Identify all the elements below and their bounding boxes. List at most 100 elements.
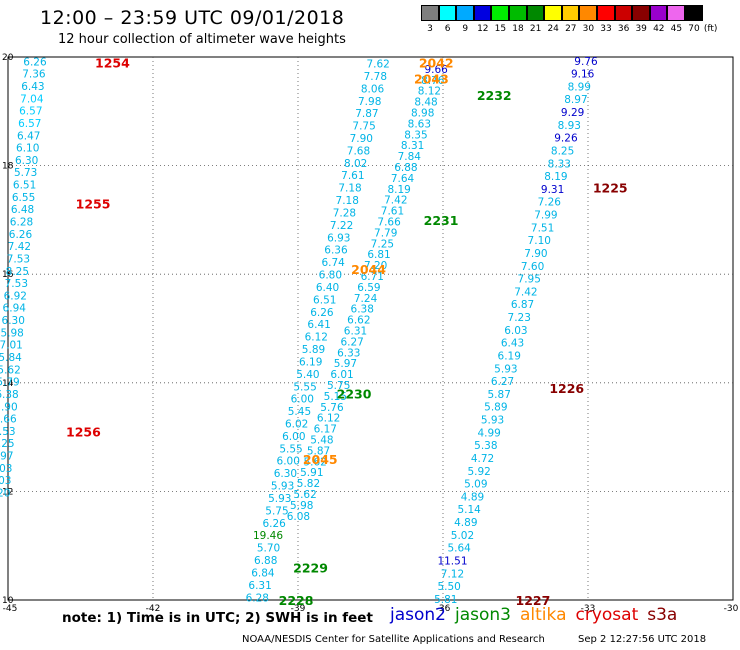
wave-height-value: 7.25 — [371, 238, 394, 250]
wave-height-value: 4.99 — [477, 427, 500, 439]
pass-label: 2229 — [293, 560, 328, 575]
wave-height-value: 5.14 — [457, 504, 481, 516]
wave-height-value: 6.71 — [361, 271, 384, 283]
wave-height-value: 5.90 — [0, 401, 18, 413]
wave-height-value: 8.19 — [544, 171, 567, 183]
wave-height-value: 6.26 — [23, 56, 47, 68]
lat-tick-label: 16 — [2, 270, 14, 280]
wave-height-value: 7.60 — [521, 261, 544, 273]
wave-height-value: 7.42 — [8, 241, 31, 253]
legend-label: 12 — [477, 24, 489, 34]
wave-height-value: 5.03 — [0, 475, 11, 487]
wave-height-value: 6.12 — [305, 332, 328, 344]
wave-height-value: 7.61 — [341, 170, 364, 182]
legend-label: 33 — [600, 24, 612, 34]
wave-height-value: 5.48 — [310, 435, 333, 447]
legend-label: 3 — [427, 24, 433, 34]
wave-height-value: 5.64 — [447, 543, 471, 555]
wave-height-value: 5.87 — [488, 389, 511, 401]
legend-swatch — [667, 5, 685, 21]
wave-height-value: 7.36 — [22, 69, 46, 81]
legend-swatch — [579, 5, 597, 21]
credit-line: NOAA/NESDIS Center for Satellite Applica… — [242, 634, 545, 645]
wave-height-value: 6.33 — [337, 347, 360, 359]
wave-height-value: 7.87 — [355, 108, 378, 120]
wave-height-value: 5.40 — [296, 369, 319, 381]
legend-swatch — [544, 5, 562, 21]
wave-height-value: 7.64 — [391, 173, 415, 185]
pass-label: 2044 — [351, 262, 386, 277]
pass-label: 1226 — [549, 381, 584, 396]
wave-height-value: 6.93 — [327, 232, 350, 244]
legend-label: 21 — [529, 24, 542, 34]
wave-height-value: 6.84 — [251, 567, 275, 579]
wave-height-value: 6.12 — [317, 413, 340, 425]
wave-height-value: 6.02 — [285, 418, 308, 430]
wave-height-value: 9.16 — [571, 69, 595, 81]
pass-label: 1225 — [593, 180, 628, 195]
legend-swatch — [597, 5, 615, 21]
wave-height-value: 6.51 — [13, 180, 36, 192]
wave-height-value: 7.90 — [524, 248, 547, 260]
wave-height-value: 5.62 — [0, 364, 21, 376]
legend-unit: (ft) — [703, 24, 718, 34]
wave-height-value: 5.98 — [0, 327, 23, 339]
wave-height-value: 7.22 — [330, 220, 353, 232]
pass-label: 2042 — [419, 55, 454, 70]
wave-height-value: 7.95 — [518, 274, 541, 286]
lon-tick-label: -42 — [146, 604, 161, 614]
wave-height-value: 5.81 — [434, 594, 457, 606]
wave-height-value: 6.00 — [277, 456, 300, 468]
wave-height-value: 5.92 — [467, 466, 490, 478]
wave-height-value: 6.43 — [501, 338, 524, 350]
wave-height-value: 6.30 — [274, 468, 297, 480]
wave-height-value: 6.57 — [18, 118, 41, 130]
wave-height-value: 8.31 — [401, 140, 424, 152]
legend-swatch — [632, 5, 650, 21]
wave-height-value: 6.30 — [2, 315, 25, 327]
pass-label: 2232 — [477, 88, 512, 103]
legend-swatch — [491, 5, 509, 21]
wave-height-value: 6.81 — [367, 249, 390, 261]
lon-tick-label: -39 — [291, 604, 306, 614]
legend-label: 70 — [688, 24, 700, 34]
pass-label: 2228 — [279, 593, 314, 608]
legend-label: 24 — [547, 24, 559, 34]
wave-height-value: 8.35 — [404, 129, 427, 141]
satellite-altika-label: altika — [520, 605, 567, 625]
wave-height-value: 6.40 — [316, 282, 339, 294]
wave-height-value: 6.17 — [314, 424, 337, 436]
wave-height-value: 5.50 — [437, 581, 460, 593]
legend-label: 6 — [444, 24, 451, 34]
wave-height-value: 6.41 — [307, 319, 330, 331]
wave-height-value: 7.42 — [384, 195, 407, 207]
pass-label: 2231 — [424, 213, 459, 228]
legend-label: 27 — [565, 24, 577, 34]
wave-height-value: 7.24 — [354, 293, 378, 305]
wave-height-value: 6.38 — [0, 389, 19, 401]
wave-height-value: 5.76 — [320, 402, 344, 414]
wave-height-value: 5.93 — [481, 415, 504, 427]
wave-height-value: 8.63 — [408, 118, 431, 130]
wave-height-value: 4.89 — [454, 517, 477, 529]
wave-height-value: 8.25 — [6, 266, 29, 278]
wave-height-value: 6.19 — [498, 350, 521, 362]
satellite-s3a-label: s3a — [647, 605, 678, 625]
legend-label: 9 — [462, 24, 469, 34]
wave-height-value: 8.98 — [411, 108, 434, 120]
wave-height-value: 6.57 — [19, 106, 42, 118]
wave-height-value: 5.20 — [0, 487, 10, 499]
wave-height-value: 5.87 — [307, 445, 330, 457]
wave-height-value: 7.84 — [398, 151, 422, 163]
wave-height-value: 6.43 — [21, 81, 44, 93]
wave-height-value: 8.19 — [387, 184, 410, 196]
wave-height-value: 6.80 — [319, 270, 342, 282]
wave-height-value: 6.36 — [324, 245, 348, 257]
wave-height-value: 9.76 — [574, 56, 598, 68]
legend-label: 15 — [494, 24, 507, 34]
wave-height-value: 7.79 — [374, 227, 397, 239]
wave-height-value: 5.70 — [257, 543, 280, 555]
lat-tick-label: 14 — [2, 379, 14, 389]
lat-tick-label: 18 — [2, 162, 14, 172]
